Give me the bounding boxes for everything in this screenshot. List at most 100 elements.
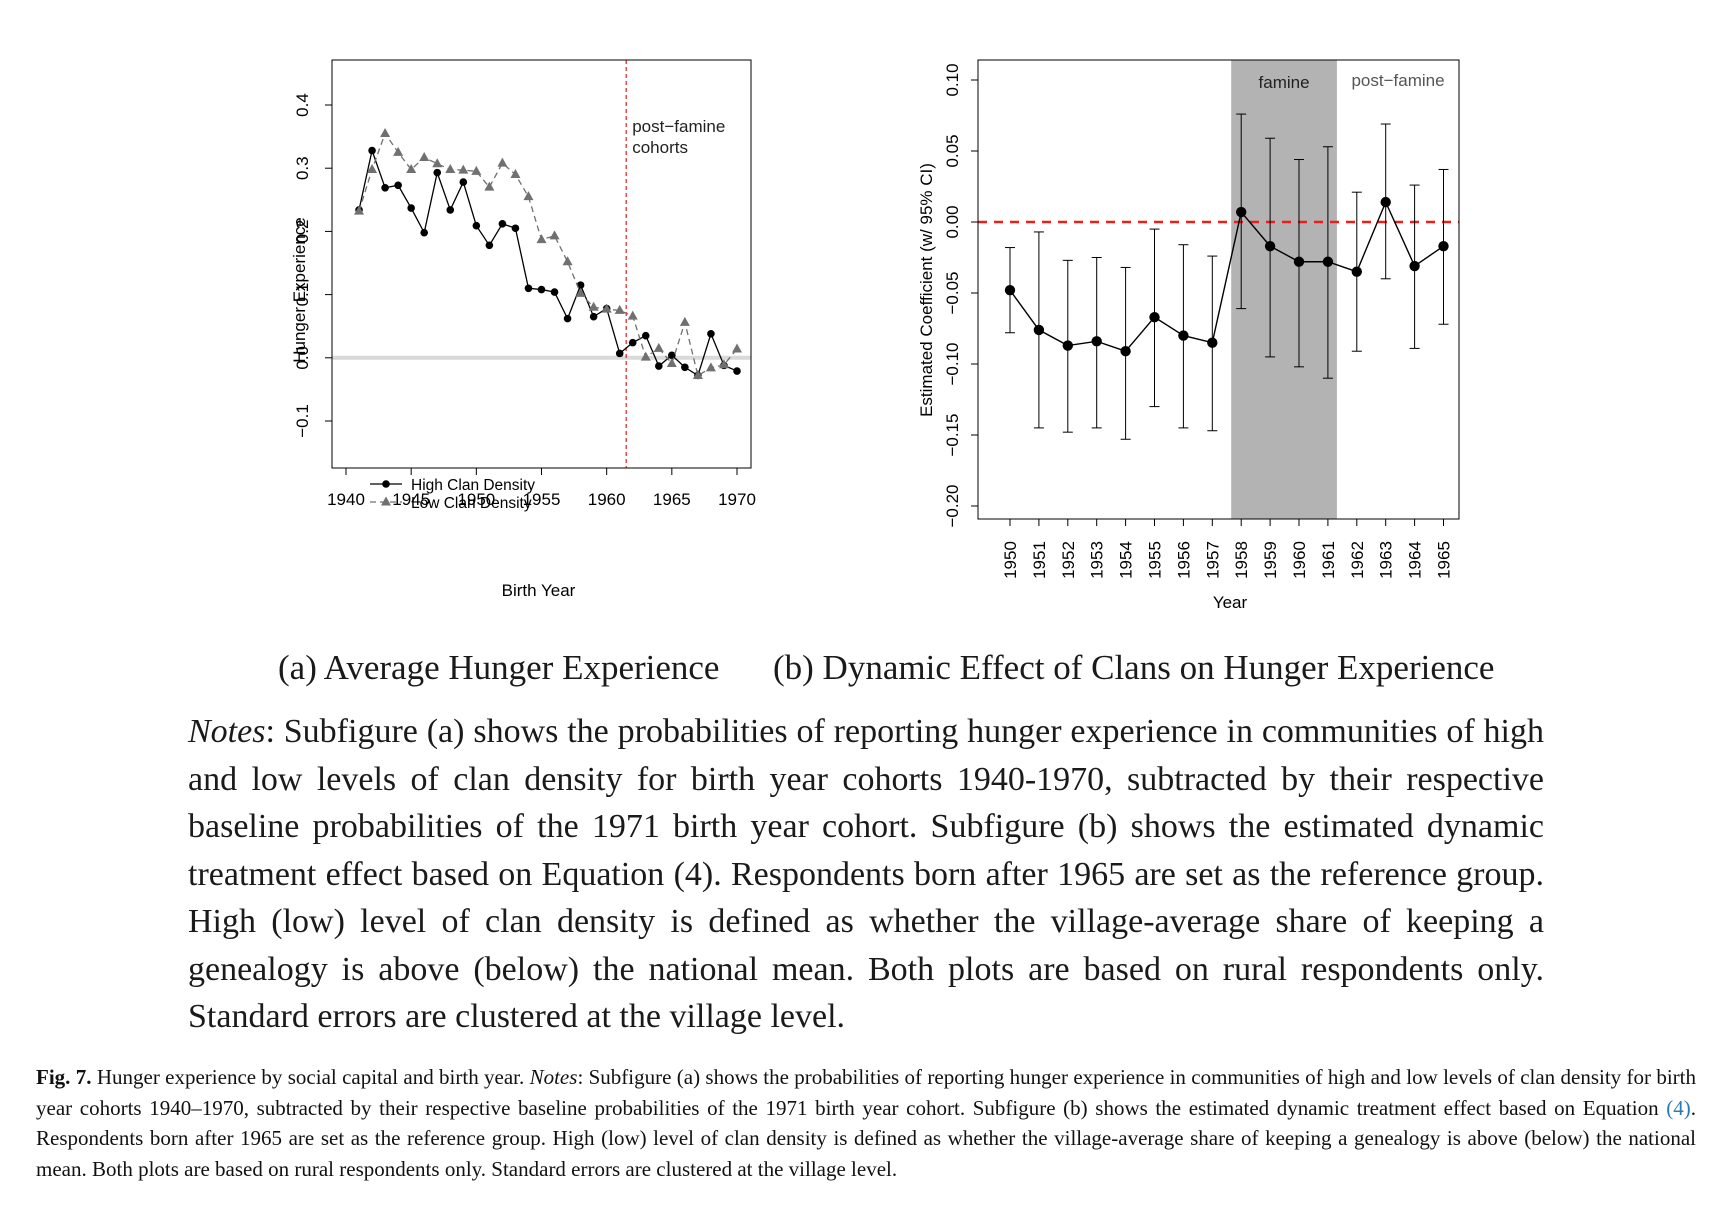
estimate-point: [1149, 311, 1160, 323]
low-clan-point: [445, 163, 456, 173]
caption-text-2: . Respondents born after 1965 are set as…: [36, 1095, 1696, 1181]
low-clan-point: [640, 351, 651, 361]
subcaption-a: (a) Average Hunger Experience: [278, 648, 720, 687]
legend-marker-high: [382, 480, 390, 488]
notes-lead: Notes: [188, 713, 266, 750]
x-tick-label: 1965: [653, 490, 691, 509]
famine-shaded-region: [1231, 60, 1337, 519]
famine-label: famine: [1259, 73, 1310, 92]
y-tick-label: 0.1: [293, 283, 312, 307]
high-clan-point: [368, 146, 376, 155]
x-tick-label: 1962: [1348, 541, 1367, 579]
estimate-point: [1091, 336, 1102, 347]
x-tick-label: 1945: [392, 490, 430, 509]
x-tick-label: 1963: [1377, 541, 1396, 579]
caption-title: Hunger experience by social capital and …: [96, 1065, 525, 1089]
low-clan-point: [380, 127, 391, 137]
low-clan-point: [679, 316, 690, 326]
estimate-point: [1236, 206, 1247, 218]
estimate-point: [1033, 324, 1045, 336]
high-clan-point: [641, 331, 650, 340]
y-tick-label: 0.05: [943, 134, 962, 167]
estimate-point: [1409, 260, 1420, 272]
estimate-point: [1380, 196, 1391, 208]
x-tick-label: 1953: [1088, 541, 1107, 579]
chart-dynamic-effect: famine post−famine −0.20 −0.15 −0.10 −0.05 0.0…: [917, 59, 1460, 612]
subcaption-b: (b) Dynamic Effect of Clans on Hunger Ex…: [773, 648, 1495, 687]
legend-marker-low: [381, 496, 391, 506]
high-clan-point: [707, 329, 715, 338]
high-clan-point: [394, 181, 402, 190]
low-clan-point: [406, 163, 417, 173]
y-tick-label: 0.2: [293, 220, 312, 244]
legend-label-2: Low Clan Density: [411, 495, 532, 512]
equation-link[interactable]: (4): [1666, 1095, 1691, 1120]
high-clan-point: [381, 183, 389, 192]
low-clan-point: [419, 151, 430, 161]
high-clan-point: [420, 228, 429, 237]
x-tick-label: 1961: [1319, 541, 1338, 579]
low-clan-point: [510, 169, 521, 179]
y-tick-label: 0.00: [943, 205, 962, 238]
estimate-point: [1351, 266, 1363, 277]
high-clan-point: [537, 285, 546, 294]
low-clan-point: [627, 310, 638, 320]
low-clan-point: [575, 287, 586, 297]
x-tick-label: 1960: [1290, 541, 1309, 579]
x-tick-label: 1959: [1261, 541, 1280, 579]
post-famine-annotation-1: post−famine: [632, 117, 725, 136]
caption-label: Fig. 7.: [36, 1065, 92, 1089]
high-clan-point: [681, 363, 689, 372]
x-tick-label: 1957: [1203, 541, 1222, 579]
estimate-point: [1062, 340, 1074, 351]
plot-frame-b: [977, 59, 1460, 520]
high-clan-point: [472, 221, 481, 230]
low-clan-point: [601, 303, 612, 313]
high-clan-point: [563, 314, 572, 323]
y-tick-label: 0.4: [293, 93, 312, 117]
low-clan-point: [458, 164, 469, 174]
y-axis-title: Hunger Experience: [290, 217, 309, 363]
low-clan-point: [588, 301, 599, 311]
x-tick-label: 1955: [1146, 541, 1165, 579]
low-clan-point: [536, 234, 547, 244]
x-tick-label: 1950: [457, 490, 495, 509]
x-tick-label: 1964: [1406, 541, 1425, 579]
x-axis-title: Birth Year: [502, 581, 576, 600]
high-clan-point: [655, 362, 663, 370]
high-clan-point: [628, 338, 637, 347]
low-clan-point: [432, 158, 443, 168]
estimate-point: [1120, 346, 1131, 357]
low-clan-point: [732, 343, 742, 353]
high-clan-point: [485, 241, 494, 250]
caption-notes-label: Notes: [529, 1065, 578, 1089]
low-clan-point: [523, 191, 534, 201]
high-clan-point: [459, 178, 468, 186]
figure-caption: Fig. 7. Hunger experience by social capi…: [36, 1062, 1696, 1184]
high-clan-point: [433, 168, 442, 177]
x-tick-label: 1956: [1174, 541, 1193, 579]
x-tick-label: 1960: [588, 490, 626, 509]
notes-text: : Subfigure (a) shows the probabilities …: [188, 713, 1544, 1035]
high-clan-point: [615, 349, 624, 358]
high-clan-point: [511, 224, 520, 233]
chart-average-hunger: post−famine cohorts 1940 1945 1950 1955 1960 19…: [290, 59, 756, 600]
caption-text-1: : Subfigure (a) shows the probabilities …: [36, 1065, 1696, 1120]
x-tick-label: 1958: [1232, 541, 1251, 579]
estimate-point: [1438, 240, 1449, 252]
high-clan-point: [498, 220, 507, 228]
x-tick-label: 1954: [1117, 541, 1136, 579]
estimate-point: [1293, 256, 1305, 267]
low-clan-point: [614, 304, 625, 314]
high-clan-point: [576, 281, 585, 289]
figure-7: post−famine cohorts 1940 1945 1950 1955 1960 19…: [290, 59, 1460, 612]
low-clan-point: [484, 181, 495, 191]
high-clan-point: [733, 367, 741, 375]
y-tick-label: 0.3: [293, 156, 312, 180]
post-famine-annotation-2: cohorts: [632, 138, 688, 157]
figure-notes: Notes: Subfigure (a) shows the probabili…: [188, 708, 1544, 1041]
low-clan-point: [718, 359, 729, 369]
low-clan-point: [497, 157, 508, 167]
low-clan-point: [354, 205, 365, 215]
y-tick-label: −0.05: [943, 271, 962, 314]
